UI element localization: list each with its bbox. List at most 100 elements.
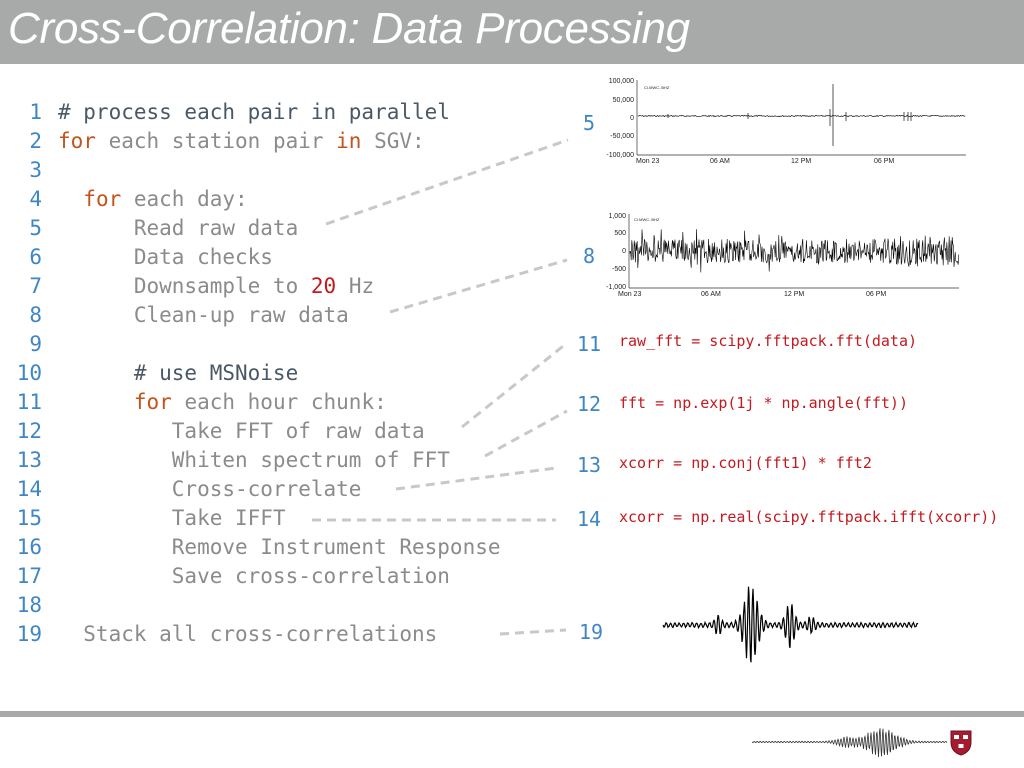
- python-line-13: xcorr = np.conj(fft1) * fft2: [619, 454, 872, 472]
- raw-y-tick: 0: [630, 115, 634, 122]
- xcorr-trace: [662, 586, 919, 663]
- code-text: Read raw data: [58, 214, 298, 243]
- code-text: # use MSNoise: [58, 359, 298, 388]
- clean-x-tick: Mon 23: [618, 291, 641, 298]
- raw-y-tick: 100,000: [609, 78, 634, 85]
- raw-x-tick: Mon 23: [636, 158, 659, 165]
- code-text: Whiten spectrum of FFT: [58, 446, 450, 475]
- clean-x-tick: 06 AM: [701, 291, 721, 298]
- raw-channel-label: CI.MWC..BHZ: [644, 85, 670, 90]
- connector-line-5: [325, 138, 569, 226]
- connector-line-8: [389, 258, 568, 314]
- code-text: Take FFT of raw data: [58, 417, 425, 446]
- connector-line-19: [499, 628, 567, 636]
- code-token: [58, 361, 134, 385]
- number-literal: 20: [310, 274, 337, 298]
- code-token: Whiten spectrum of FFT: [58, 448, 450, 472]
- code-text: Downsample to 20 Hz: [58, 272, 374, 301]
- code-token: Take FFT of raw data: [58, 419, 425, 443]
- callout-12: 12: [577, 392, 602, 416]
- stacked-xcorr-waveform: [662, 586, 919, 663]
- line-number: 16: [16, 535, 42, 559]
- clean-x-tick: 06 PM: [866, 291, 886, 298]
- footer-seismogram-logo: [752, 728, 948, 758]
- code-text: Clean-up raw data: [58, 301, 349, 330]
- code-token: [58, 390, 134, 414]
- title-bar: Cross-Correlation: Data Processing: [0, 0, 1024, 64]
- connector-line-13: [395, 466, 557, 491]
- line-number: 13: [16, 448, 42, 472]
- line-number: 9: [29, 332, 42, 356]
- keyword: for: [133, 390, 172, 414]
- code-token: Save cross-correlation: [58, 564, 450, 588]
- line-number: 17: [16, 564, 42, 588]
- code-token: Cross-correlate: [58, 477, 362, 501]
- comment: # use MSNoise: [133, 361, 299, 385]
- python-line-14: xcorr = np.real(scipy.fftpack.ifft(xcorr…: [619, 508, 999, 526]
- code-token: each hour chunk:: [171, 390, 387, 414]
- line-number: 14: [16, 477, 42, 501]
- raw-seismogram-plot: 100,000 50,000 0 -50,000 -100,000 CI.MWC…: [606, 78, 966, 165]
- code-token: Hz: [336, 274, 375, 298]
- line-number: 4: [29, 187, 42, 211]
- line-number: 12: [16, 419, 42, 443]
- code-token: each day:: [121, 187, 248, 211]
- code-text: for each station pair in SGV:: [58, 127, 425, 156]
- python-line-11: raw_fft = scipy.fftpack.fft(data): [619, 332, 918, 350]
- callout-8: 8: [583, 244, 596, 268]
- code-token: Clean-up raw data: [58, 303, 349, 327]
- code-token: Take IFFT: [58, 506, 286, 530]
- line-number: 11: [16, 390, 42, 414]
- code-text: Stack all cross-correlations: [58, 620, 437, 649]
- clean-y-tick: -1,000: [606, 284, 626, 291]
- python-line-12: fft = np.exp(1j * np.angle(fft)): [619, 394, 908, 412]
- comment: # process each pair in parallel: [58, 100, 450, 124]
- clean-y-tick: 500: [614, 230, 626, 237]
- raw-y-tick: 50,000: [613, 97, 635, 104]
- keyword: in: [336, 129, 362, 153]
- raw-x-tick: 06 AM: [710, 158, 730, 165]
- code-token: Stack all cross-correlations: [58, 622, 438, 646]
- line-number: 2: [29, 129, 42, 153]
- clean-x-tick: 12 PM: [784, 291, 804, 298]
- code-token: SGV:: [361, 129, 425, 153]
- code-token: Remove Instrument Response: [58, 535, 501, 559]
- code-text: for each day:: [58, 185, 248, 214]
- callout-11: 11: [577, 332, 602, 356]
- raw-y-tick: -50,000: [610, 133, 634, 140]
- line-number: 19: [16, 622, 42, 646]
- connector-line-11: [461, 341, 568, 429]
- clean-seismogram-plot: 1,000 500 0 -500 -1,000 CI.MWC..BHZ Mon …: [606, 213, 960, 298]
- raw-x-tick: 12 PM: [791, 158, 811, 165]
- code-text: Cross-correlate: [58, 475, 362, 504]
- footer-wave: [752, 728, 948, 758]
- clean-y-tick: 0: [622, 248, 626, 255]
- line-number: 18: [16, 593, 42, 617]
- code-text: Remove Instrument Response: [58, 533, 501, 562]
- callout-5: 5: [583, 111, 596, 135]
- callout-13: 13: [577, 453, 602, 477]
- line-number: 1: [29, 100, 42, 124]
- harvard-shield-icon: [950, 730, 972, 756]
- code-text: Take IFFT: [58, 504, 286, 533]
- line-number: 15: [16, 506, 42, 530]
- raw-x-tick: 06 PM: [874, 158, 894, 165]
- code-token: Data checks: [58, 245, 273, 269]
- line-number: 5: [29, 216, 42, 240]
- code-token: Read raw data: [58, 216, 299, 240]
- code-text: Data checks: [58, 243, 273, 272]
- raw-y-tick: -100,000: [606, 152, 634, 159]
- code-text: for each hour chunk:: [58, 388, 387, 417]
- line-number: 6: [29, 245, 42, 269]
- line-number: 8: [29, 303, 42, 327]
- code-text: # process each pair in parallel: [58, 98, 450, 127]
- clean-y-tick: 1,000: [608, 213, 626, 220]
- footer-rule: [0, 711, 1024, 717]
- keyword: for: [83, 187, 122, 211]
- keyword: for: [58, 129, 96, 153]
- callout-14: 14: [577, 507, 602, 531]
- connector-line-12: [484, 409, 568, 458]
- code-token: [58, 187, 83, 211]
- line-number: 10: [16, 361, 42, 385]
